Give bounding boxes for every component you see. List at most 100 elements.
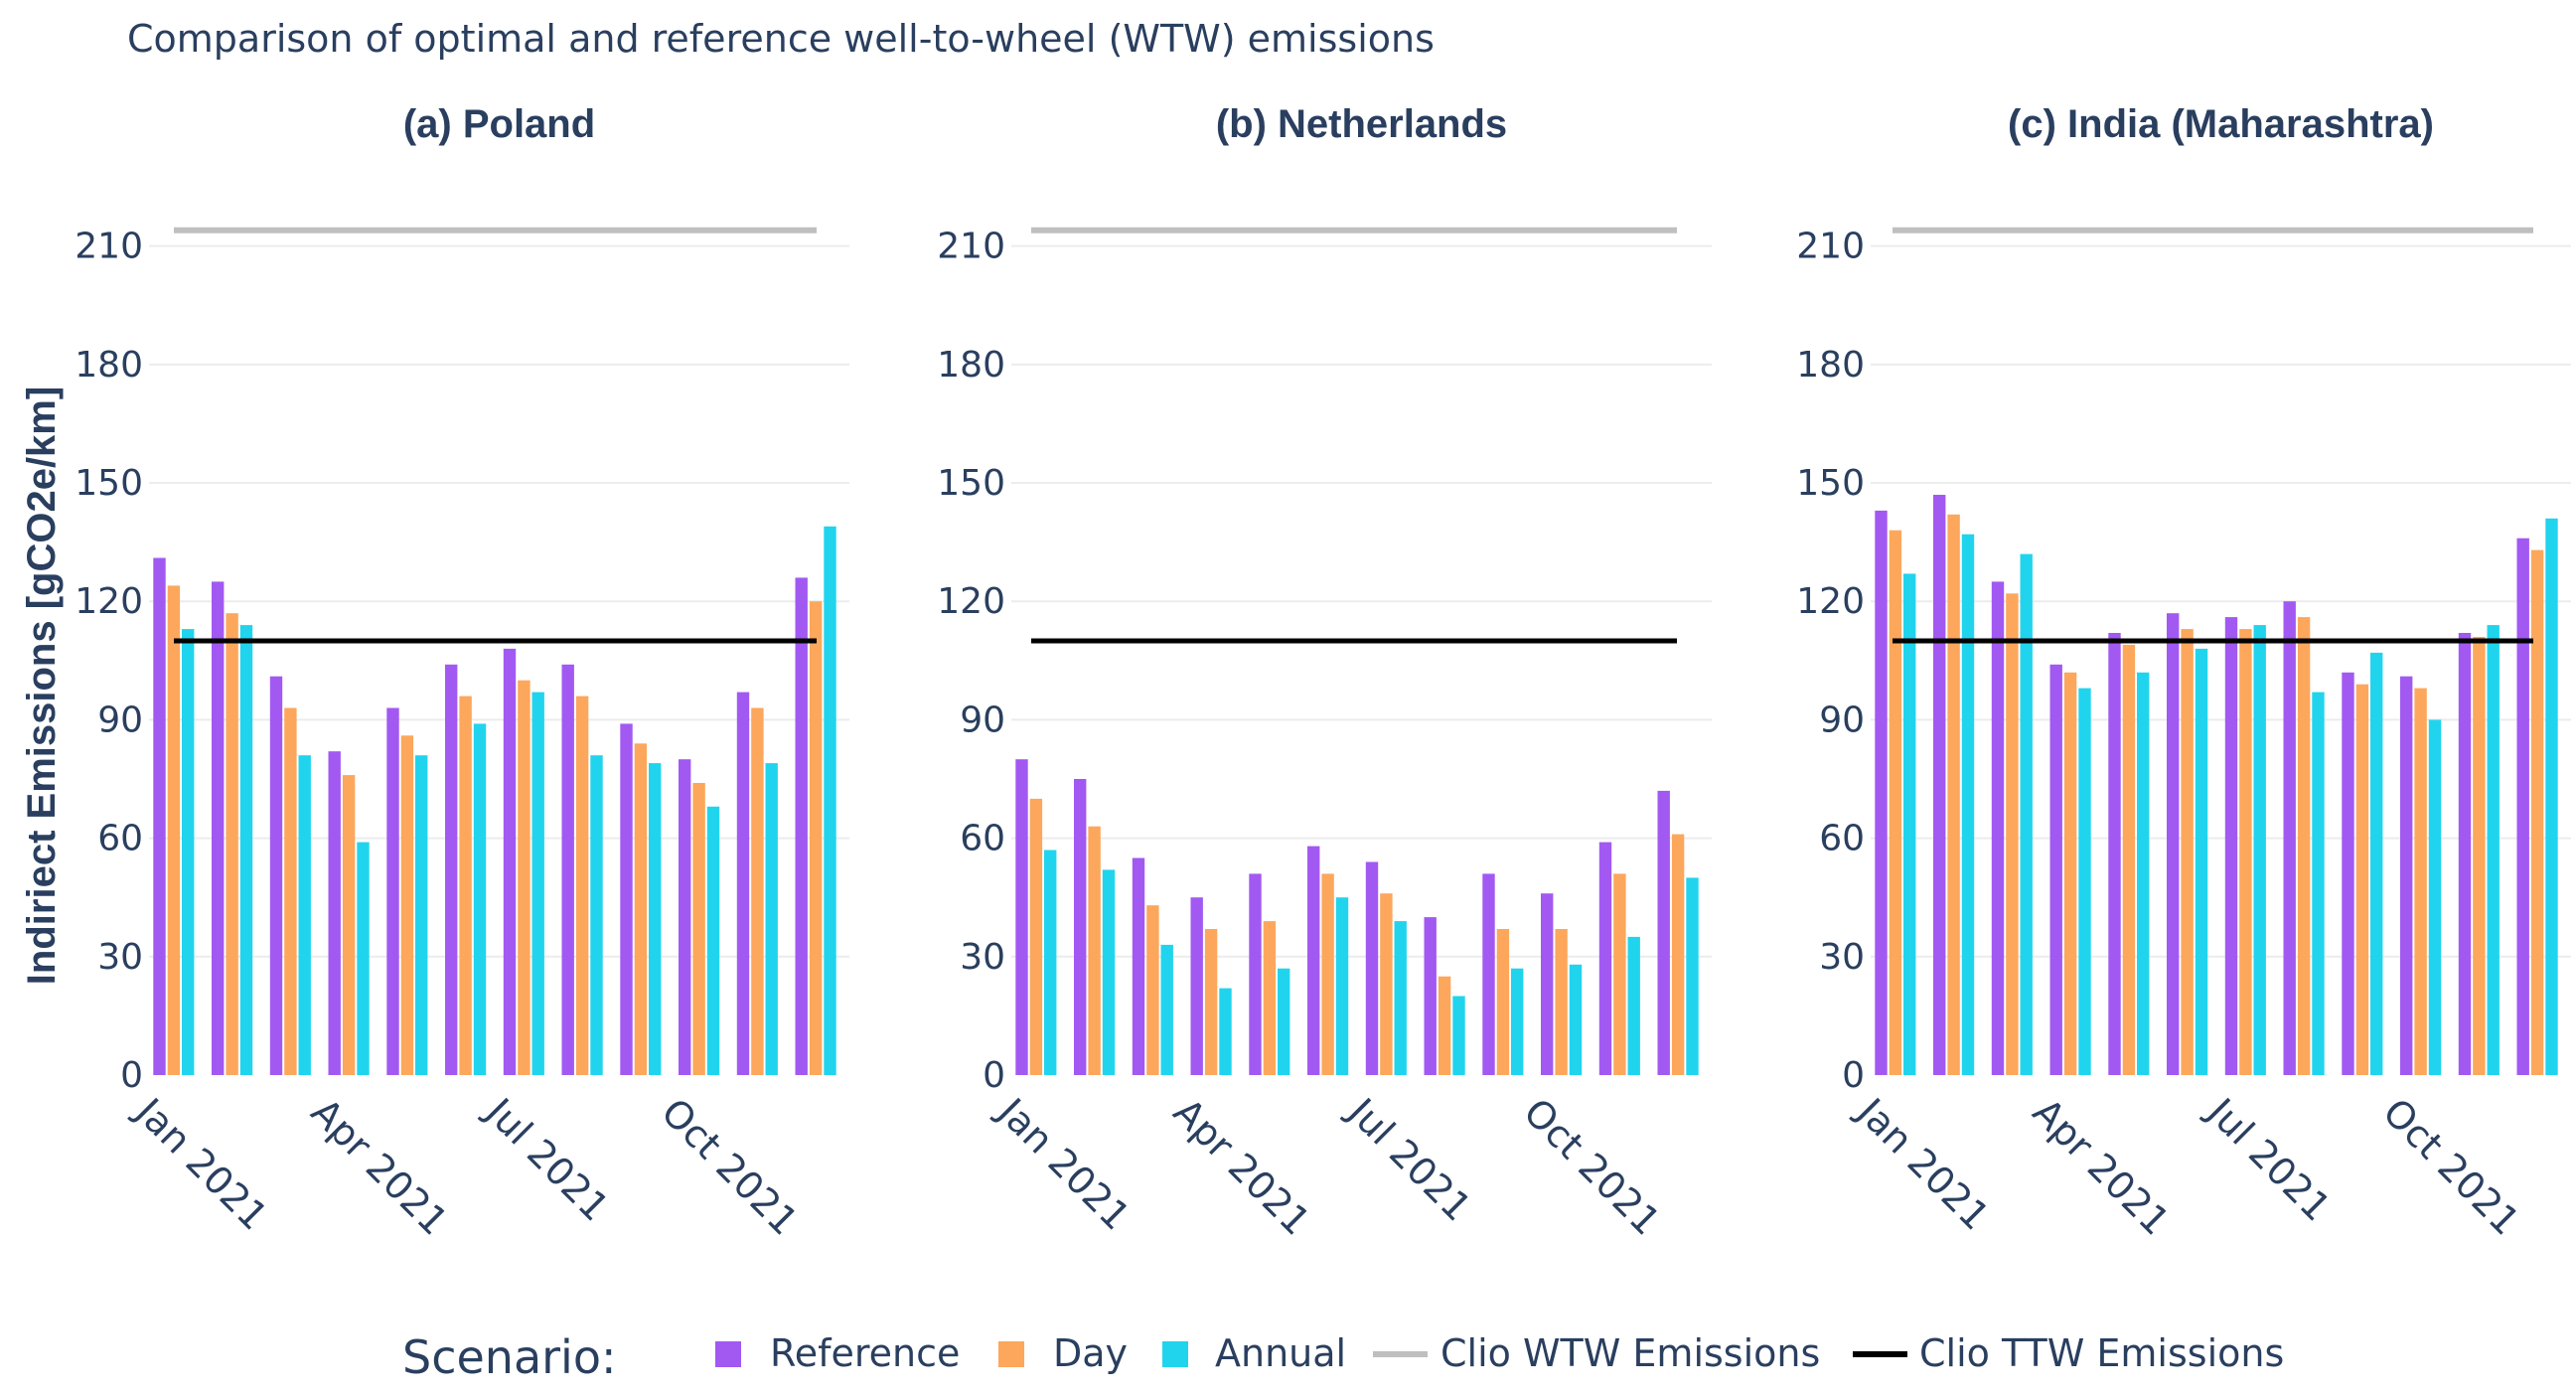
legend-title: Scenario: bbox=[402, 1330, 616, 1384]
bar-annual-apr bbox=[2078, 688, 2091, 1075]
bar-annual-sep bbox=[1511, 968, 1524, 1075]
y-tick-label: 0 bbox=[983, 1055, 1005, 1096]
bar-annual-jul bbox=[1394, 921, 1407, 1075]
bar-annual-jun bbox=[473, 723, 487, 1075]
y-tick-label: 60 bbox=[960, 819, 1005, 859]
bar-day-jul bbox=[1380, 893, 1393, 1075]
bar-reference-apr bbox=[1190, 897, 1203, 1075]
bar-day-sep bbox=[2355, 684, 2369, 1075]
bar-day-apr bbox=[1204, 929, 1218, 1075]
panel-title: (c) India (Maharashtra) bbox=[2008, 102, 2434, 146]
bar-annual-may bbox=[415, 755, 428, 1075]
legend-label-wtw: Clio WTW Emissions bbox=[1440, 1331, 1820, 1375]
bar-reference-sep bbox=[2342, 672, 2354, 1075]
figure-title: Comparison of optimal and reference well… bbox=[127, 17, 1435, 61]
bar-reference-feb bbox=[1933, 495, 1946, 1075]
bar-reference-dec bbox=[2516, 538, 2529, 1075]
bar-day-oct bbox=[692, 783, 705, 1075]
bar-day-apr bbox=[342, 775, 356, 1075]
bar-annual-may bbox=[1278, 968, 1290, 1075]
bar-day-mar bbox=[1146, 905, 1159, 1075]
y-tick-label: 90 bbox=[97, 699, 143, 740]
bar-annual-jul bbox=[2253, 625, 2266, 1075]
bar-annual-nov bbox=[765, 763, 778, 1075]
bar-annual-feb bbox=[1102, 869, 1116, 1075]
bar-annual-dec bbox=[2545, 518, 2558, 1075]
y-tick-label: 150 bbox=[937, 463, 1005, 504]
y-tick-label: 180 bbox=[1796, 345, 1865, 386]
bar-day-may bbox=[1263, 921, 1277, 1075]
bar-reference-mar bbox=[269, 676, 283, 1075]
bar-reference-may bbox=[2108, 633, 2121, 1075]
bar-reference-jun bbox=[445, 664, 458, 1075]
legend-label-annual: Annual bbox=[1215, 1331, 1346, 1375]
bar-reference-jan bbox=[1875, 510, 1888, 1075]
bar-reference-dec bbox=[1657, 790, 1670, 1075]
x-tick-label: Oct 2021 bbox=[2374, 1090, 2528, 1244]
bar-annual-oct bbox=[2428, 719, 2442, 1075]
bar-reference-aug bbox=[2283, 601, 2296, 1075]
y-tick-label: 0 bbox=[120, 1055, 143, 1096]
y-tick-label: 180 bbox=[937, 345, 1005, 386]
legend-label-day: Day bbox=[1053, 1331, 1128, 1375]
legend-swatch-annual bbox=[1162, 1341, 1188, 1367]
bar-day-jun bbox=[1321, 873, 1334, 1075]
bar-annual-sep bbox=[2370, 652, 2383, 1075]
bar-annual-jul bbox=[531, 692, 544, 1075]
bar-annual-nov bbox=[1627, 936, 1640, 1075]
bar-day-sep bbox=[634, 743, 648, 1075]
bar-annual-jan bbox=[1903, 573, 1916, 1075]
bar-day-jan bbox=[167, 585, 181, 1075]
bar-annual-oct bbox=[706, 806, 720, 1075]
bar-annual-apr bbox=[1219, 988, 1232, 1075]
bar-day-dec bbox=[1671, 834, 1685, 1075]
y-tick-label: 90 bbox=[1819, 699, 1865, 740]
bar-day-oct bbox=[1555, 929, 1568, 1075]
bar-day-feb bbox=[1947, 514, 1960, 1075]
legend-label-ttw: Clio TTW Emissions bbox=[1919, 1331, 2284, 1375]
y-tick-label: 210 bbox=[937, 227, 1005, 267]
bar-day-jun bbox=[2181, 629, 2194, 1075]
bar-day-may bbox=[2122, 644, 2136, 1075]
bar-reference-sep bbox=[1482, 873, 1495, 1075]
bar-annual-dec bbox=[1686, 877, 1699, 1075]
bar-day-aug bbox=[575, 696, 589, 1075]
bar-reference-feb bbox=[212, 581, 225, 1075]
x-tick-label: Jul 2021 bbox=[1339, 1089, 1480, 1230]
x-tick-label: Jan 2021 bbox=[126, 1089, 276, 1239]
bar-reference-jan bbox=[1015, 759, 1028, 1075]
bar-annual-may bbox=[2137, 672, 2150, 1075]
bar-day-nov bbox=[1613, 873, 1626, 1075]
bar-day-jul bbox=[518, 680, 530, 1075]
bar-day-may bbox=[400, 735, 414, 1075]
bar-day-aug bbox=[2297, 617, 2311, 1075]
bar-annual-aug bbox=[590, 755, 603, 1075]
y-tick-label: 90 bbox=[960, 699, 1005, 740]
bar-day-jan bbox=[1029, 798, 1043, 1075]
bar-reference-oct bbox=[2400, 676, 2413, 1075]
bar-day-nov bbox=[2473, 637, 2486, 1075]
x-tick-label: Apr 2021 bbox=[2025, 1090, 2179, 1244]
bar-annual-dec bbox=[824, 526, 836, 1075]
bar-reference-oct bbox=[679, 759, 691, 1075]
y-tick-label: 30 bbox=[1819, 937, 1865, 978]
bar-annual-mar bbox=[298, 755, 311, 1075]
bar-day-mar bbox=[284, 707, 297, 1075]
bar-reference-oct bbox=[1541, 893, 1554, 1075]
legend-label-reference: Reference bbox=[770, 1331, 960, 1375]
y-tick-label: 30 bbox=[97, 937, 143, 978]
bar-day-sep bbox=[1496, 929, 1510, 1075]
y-tick-label: 180 bbox=[75, 345, 143, 386]
panel-title: (b) Netherlands bbox=[1216, 102, 1507, 146]
x-tick-label: Apr 2021 bbox=[303, 1090, 457, 1244]
x-tick-label: Jul 2021 bbox=[2198, 1089, 2340, 1230]
bar-reference-jul bbox=[503, 648, 517, 1075]
bar-reference-nov bbox=[736, 692, 750, 1075]
bar-reference-apr bbox=[328, 751, 341, 1075]
bar-day-nov bbox=[751, 707, 764, 1075]
y-tick-label: 60 bbox=[97, 819, 143, 859]
legend: Scenario: Reference Day Annual Clio WTW … bbox=[402, 1330, 2284, 1384]
bar-annual-feb bbox=[1961, 534, 1975, 1075]
panel-3: (c) India (Maharashtra) 0 30 60 90 120 150 180 2… bbox=[1796, 102, 2571, 1244]
